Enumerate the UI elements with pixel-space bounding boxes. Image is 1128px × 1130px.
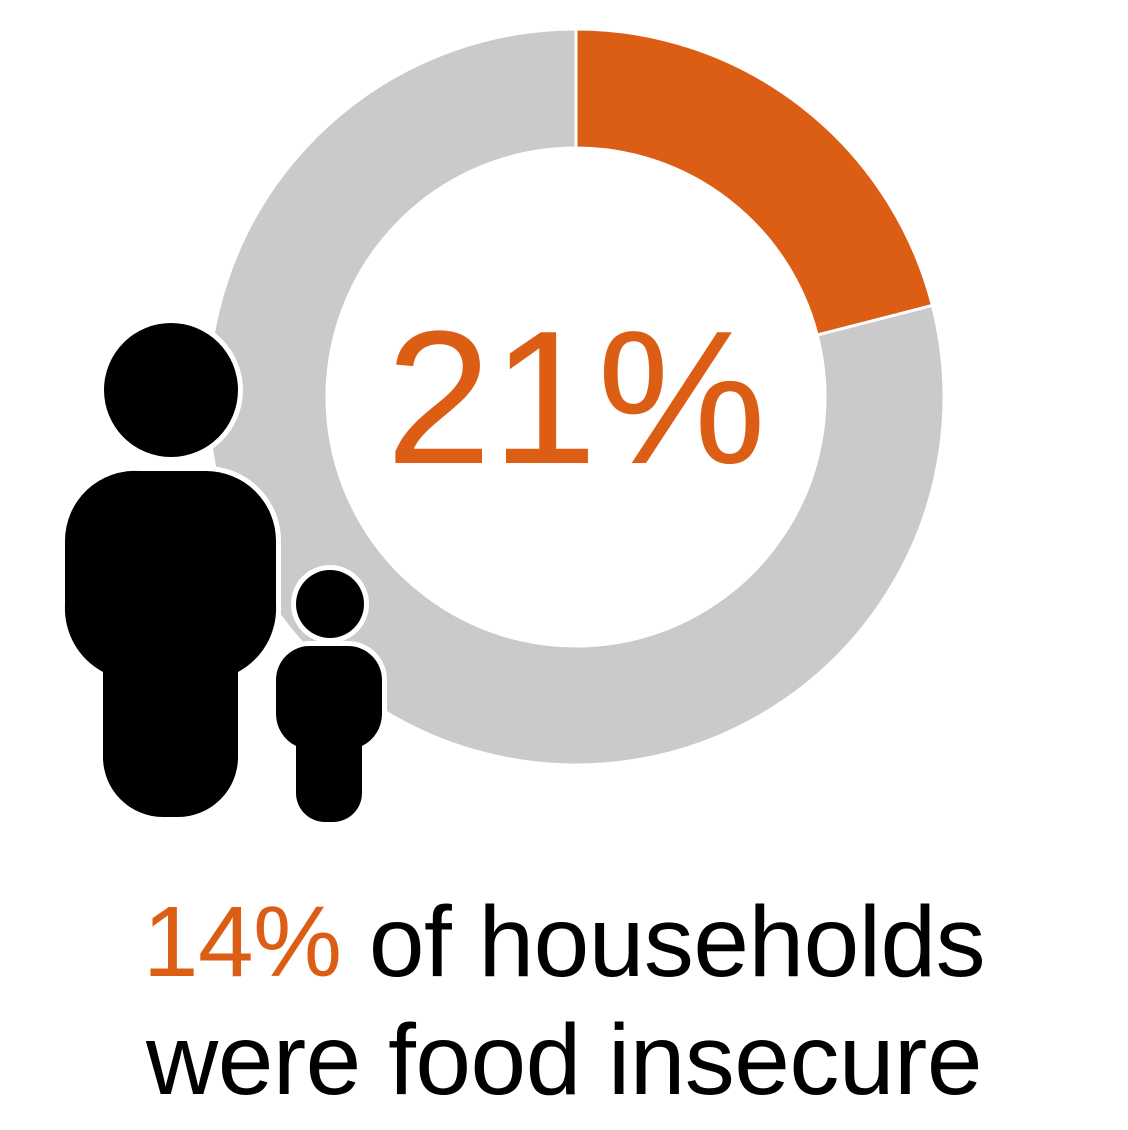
caption-line-2: were food insecure: [146, 1004, 982, 1116]
center-percentage-label: 21%: [386, 292, 766, 504]
child-figure-icon: [270, 565, 387, 827]
parent-and-child-icon: [59, 318, 387, 827]
parent-figure-icon: [59, 318, 282, 822]
caption-highlight-percentage: 14%: [142, 886, 342, 998]
caption-line-1-text: of households: [341, 886, 986, 998]
donut-slice-1: [206, 27, 946, 767]
donut-ring: [206, 27, 946, 767]
caption-line-1: 14% of households: [0, 892, 1128, 992]
donut-slice-0: [574, 27, 935, 337]
